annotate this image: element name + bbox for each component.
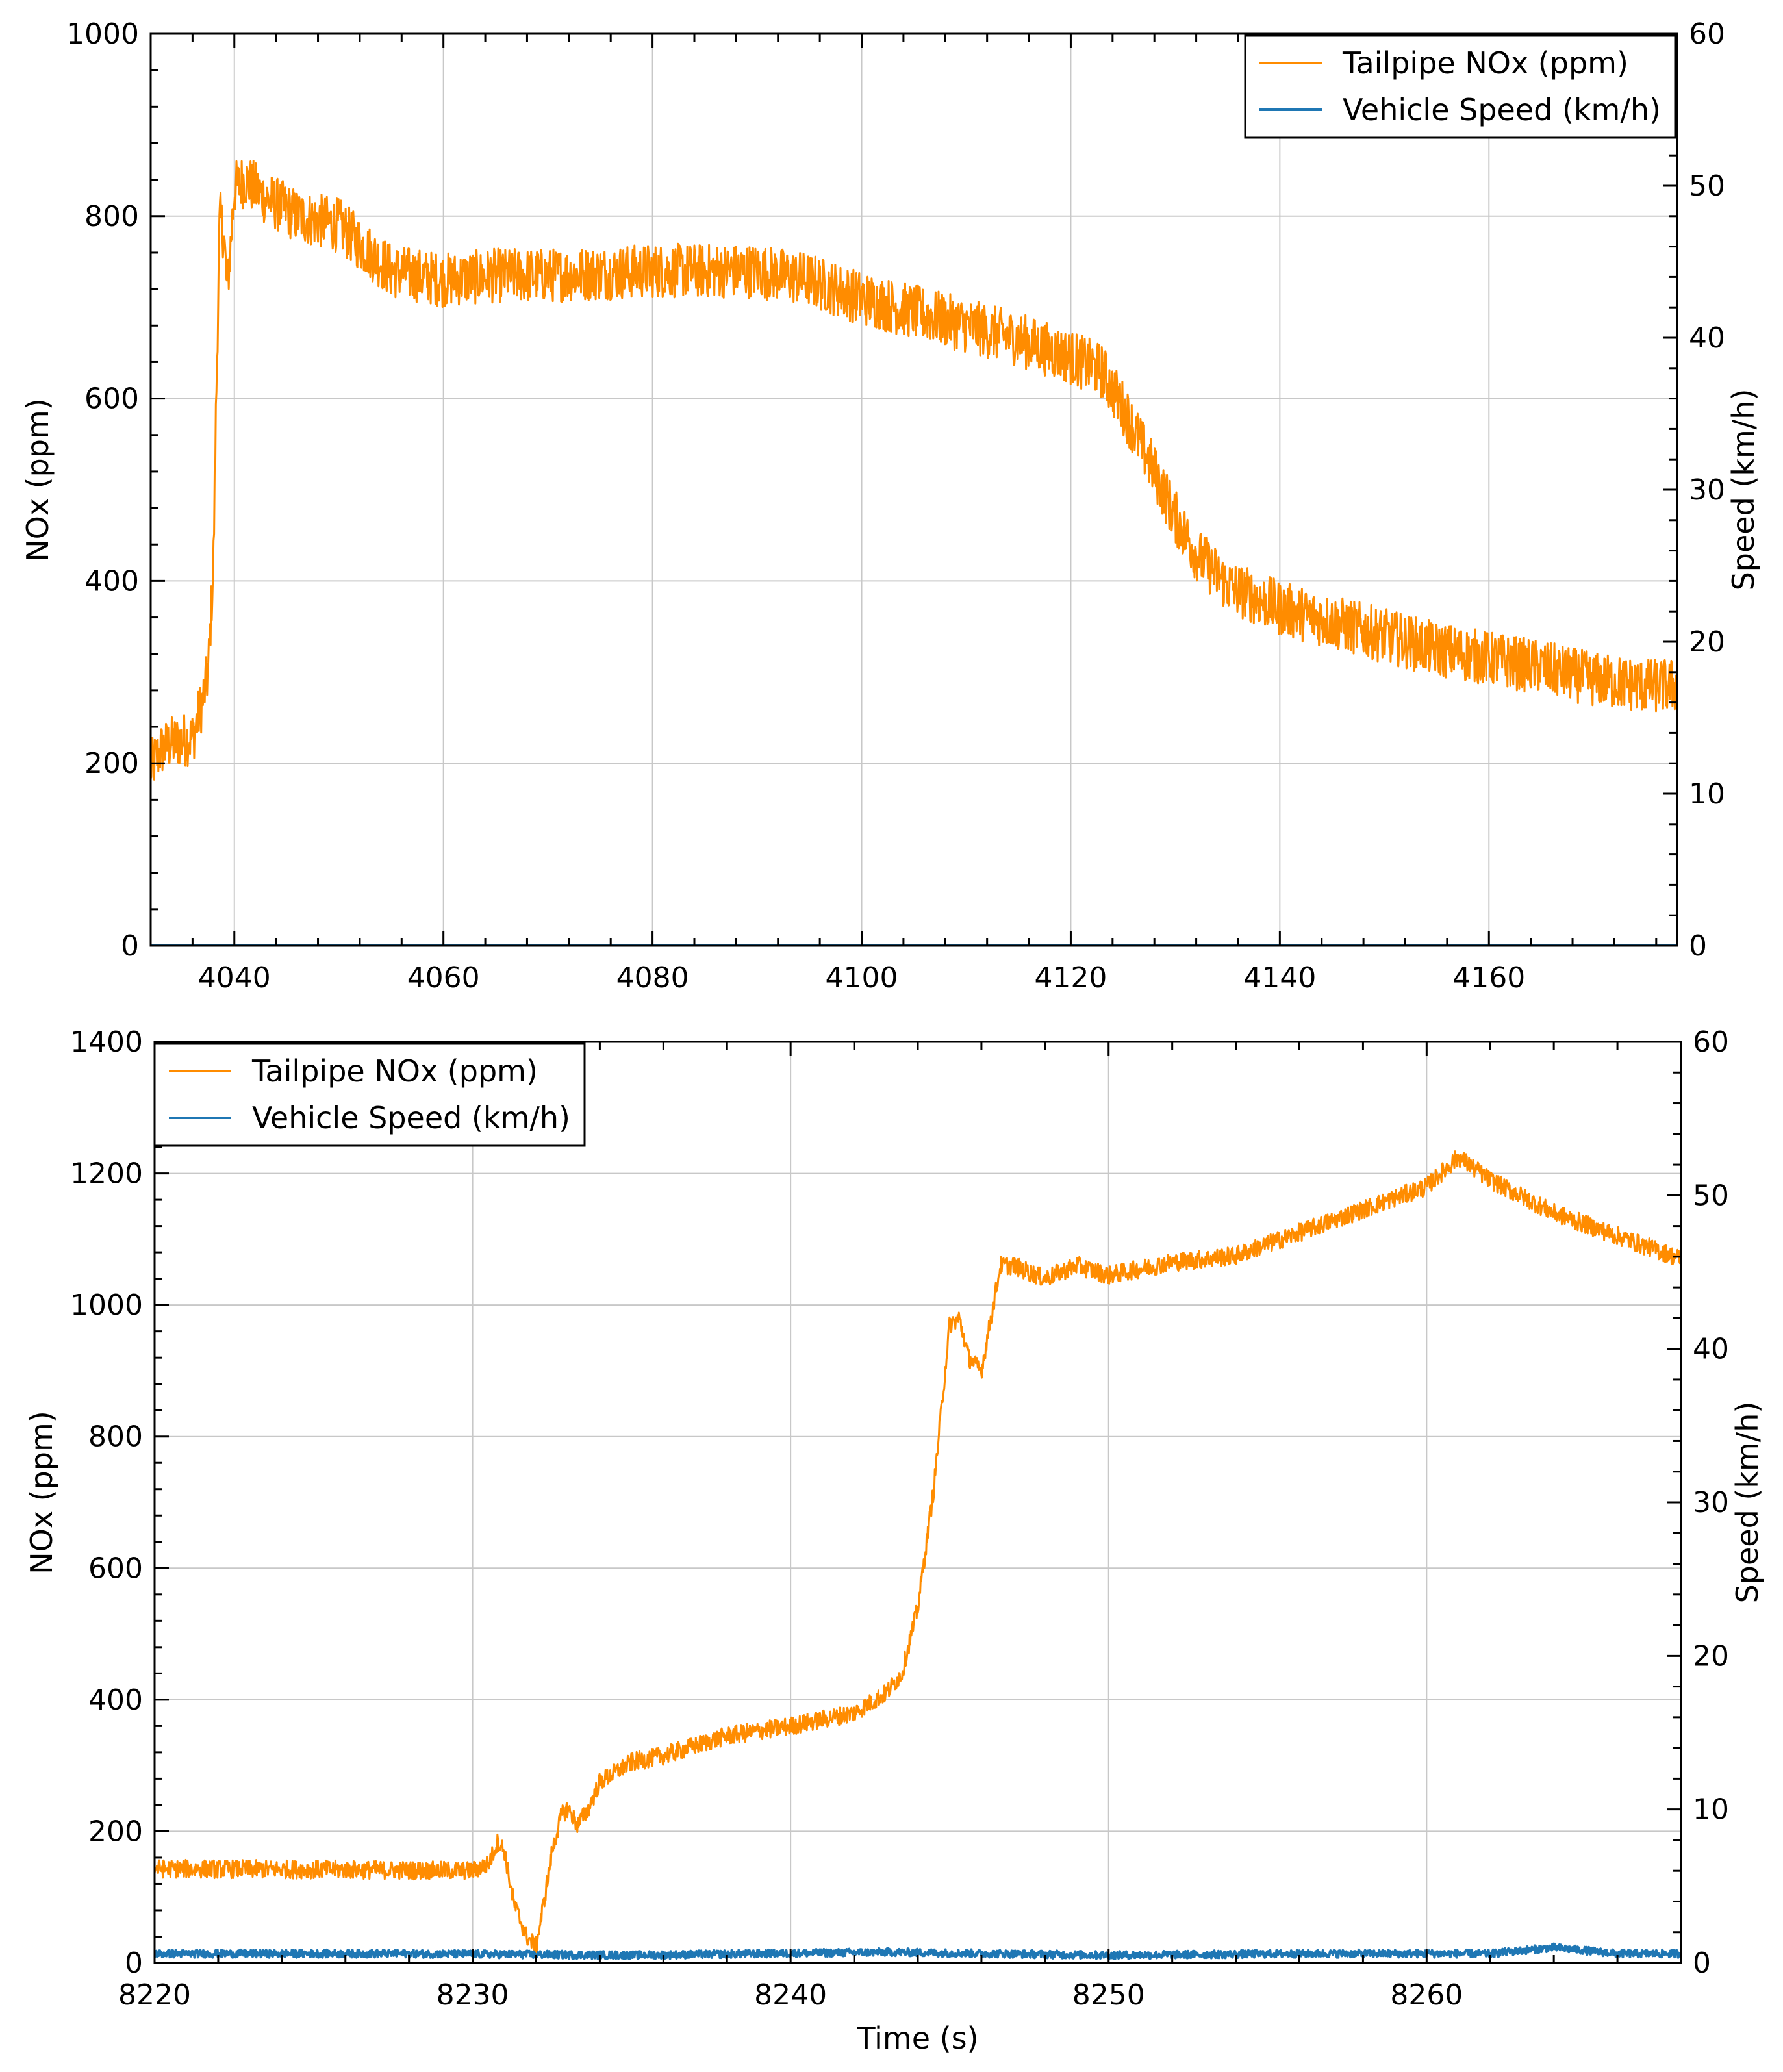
y-right-tick-label: 40 [1689, 322, 1725, 355]
y-right-tick-label: 60 [1693, 1026, 1729, 1059]
legend-box [153, 1042, 586, 1147]
y-tick-label: 1400 [70, 1026, 143, 1059]
x-tick-label: 8240 [754, 1978, 827, 2012]
y-tick-label: 200 [88, 1815, 143, 1848]
y-tick-label: 800 [84, 200, 139, 233]
plot-area [155, 1150, 1681, 1960]
x-tick-label: 8260 [1390, 1978, 1463, 2012]
y-right-axis-title: Speed (km/h) [1730, 1402, 1765, 1604]
y-axis-title: NOx (ppm) [20, 398, 55, 562]
x-tick-label: 4040 [198, 961, 271, 994]
y-right-tick-label: 20 [1689, 625, 1725, 659]
y-tick-label: 0 [125, 1947, 143, 1980]
x-tick-label: 4060 [407, 961, 480, 994]
legend-label-speed: Vehicle Speed (km/h) [1343, 92, 1661, 127]
x-tick-label: 4080 [616, 961, 689, 994]
y-axis-title: NOx (ppm) [24, 1411, 59, 1574]
series-line-nox [151, 160, 1677, 781]
plot-area [151, 160, 1677, 946]
y-tick-label: 600 [88, 1552, 143, 1585]
x-tick-label: 4140 [1243, 961, 1316, 994]
x-tick-label: 4160 [1452, 961, 1525, 994]
y-tick-label: 400 [84, 564, 139, 598]
y-right-tick-label: 20 [1693, 1639, 1729, 1673]
legend: Tailpipe NOx (ppm) Vehicle Speed (km/h) [1244, 34, 1676, 139]
legend-label-speed: Vehicle Speed (km/h) [252, 1100, 570, 1135]
legend-box [1244, 34, 1676, 139]
y-right-tick-label: 60 [1689, 18, 1725, 51]
legend-label-nox: Tailpipe NOx (ppm) [251, 1054, 538, 1089]
y-tick-label: 1200 [70, 1157, 143, 1191]
y-right-tick-label: 10 [1689, 777, 1725, 811]
y-tick-label: 200 [84, 747, 139, 780]
y-right-tick-label: 10 [1693, 1793, 1729, 1826]
plot-frame [153, 1041, 1682, 1964]
y-tick-label: 400 [88, 1684, 143, 1717]
y-tick-label: 0 [121, 929, 139, 963]
y-right-tick-label: 50 [1693, 1179, 1729, 1212]
y-right-tick-label: 40 [1693, 1333, 1729, 1366]
y-right-tick-label: 30 [1689, 474, 1725, 507]
panel-bottom: 8220 8230 8240 8250 826002004006008001000120… [24, 1026, 1765, 2056]
x-tick-label: 4100 [826, 961, 898, 994]
x-tick-label: 8250 [1072, 1978, 1145, 2012]
y-tick-label: 1000 [70, 1289, 143, 1322]
x-tick-label: 4120 [1034, 961, 1107, 994]
legend: Tailpipe NOx (ppm) Vehicle Speed (km/h) [153, 1042, 586, 1147]
y-right-tick-label: 30 [1693, 1486, 1729, 1519]
plot-frame [149, 32, 1678, 947]
x-tick-label: 8230 [436, 1978, 509, 2012]
x-tick-label: 8220 [118, 1978, 191, 2012]
panel-top: 4040 4060 4080 4100 4120 4140 4160020040060080… [20, 18, 1761, 994]
y-tick-label: 600 [84, 383, 139, 416]
series-line-nox [155, 1150, 1681, 1954]
y-right-tick-label: 50 [1689, 170, 1725, 203]
y-right-axis-title: Speed (km/h) [1726, 389, 1761, 591]
x-axis-title: Time (s) [856, 2021, 978, 2056]
y-right-tick-label: 0 [1689, 929, 1707, 963]
y-tick-label: 1000 [66, 18, 139, 51]
legend-label-nox: Tailpipe NOx (ppm) [1342, 45, 1628, 81]
y-tick-label: 800 [88, 1421, 143, 1454]
y-right-tick-label: 0 [1693, 1947, 1711, 1980]
